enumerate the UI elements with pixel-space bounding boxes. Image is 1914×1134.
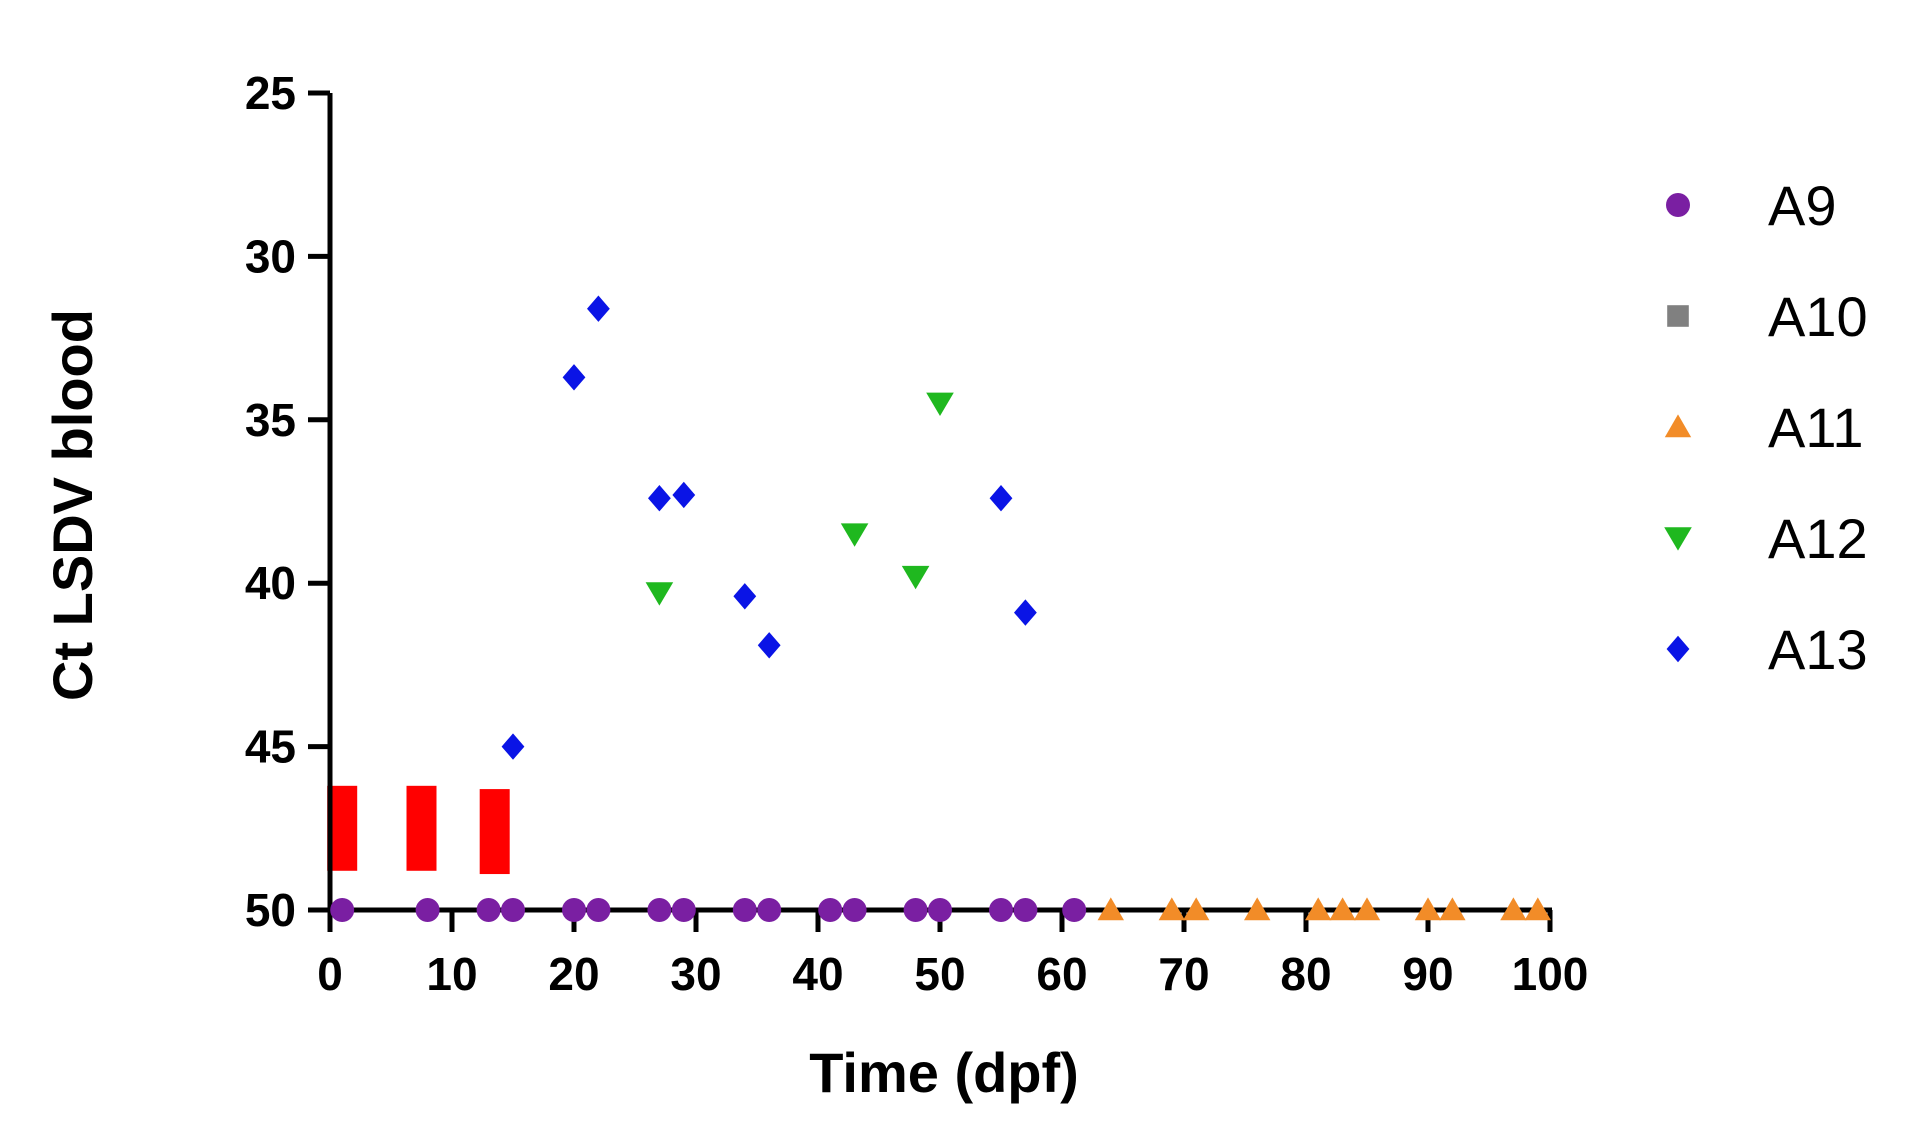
annotation-bar-2 xyxy=(406,785,437,871)
legend-marker xyxy=(1667,305,1689,327)
data-point-A9 xyxy=(476,898,501,922)
legend-label: A9 xyxy=(1768,174,1837,237)
data-point-A9 xyxy=(586,898,611,922)
data-point-A11 xyxy=(1158,897,1185,921)
data-point-A13 xyxy=(672,481,696,509)
x-tick-label: 60 xyxy=(1036,948,1087,1000)
legend-marker xyxy=(1666,635,1690,663)
data-point-A12 xyxy=(840,523,869,547)
data-point-A9 xyxy=(1062,898,1087,922)
x-tick-label: 30 xyxy=(670,948,721,1000)
data-point-A11 xyxy=(1439,897,1466,921)
data-point-A13 xyxy=(562,364,586,391)
series-A9 xyxy=(330,898,1087,922)
data-point-A11 xyxy=(1097,897,1124,921)
series-A12 xyxy=(645,392,954,606)
data-point-A13 xyxy=(1014,599,1037,626)
data-point-A9 xyxy=(903,898,928,922)
x-tick-label: 0 xyxy=(317,948,343,1000)
data-point-A13 xyxy=(587,295,610,322)
data-point-A12 xyxy=(901,565,930,590)
data-point-A11 xyxy=(1183,897,1210,921)
annotation-layer xyxy=(327,785,510,875)
x-tick-label: 20 xyxy=(548,948,599,1000)
data-point-A13 xyxy=(501,733,525,760)
legend-label: A13 xyxy=(1768,618,1868,681)
data-point-A11 xyxy=(1329,897,1356,921)
legend-item-A9: A9 xyxy=(1666,174,1837,237)
y-tick-label: 45 xyxy=(245,721,296,773)
legend-item-A12: A12 xyxy=(1664,507,1868,570)
y-tick-label: 50 xyxy=(245,884,296,936)
data-point-A11 xyxy=(1244,897,1271,921)
data-point-A12 xyxy=(926,392,954,417)
data-point-A9 xyxy=(732,898,757,922)
y-tick-label: 35 xyxy=(245,394,296,446)
data-point-A13 xyxy=(733,583,757,610)
legend-item-A13: A13 xyxy=(1666,618,1868,681)
series-A11 xyxy=(1097,897,1551,921)
x-tick-label: 90 xyxy=(1402,948,1453,1000)
y-tick-label: 30 xyxy=(245,230,296,282)
data-point-A11 xyxy=(1524,897,1551,921)
data-point-A12 xyxy=(645,582,674,606)
y-tick-label: 40 xyxy=(245,557,296,609)
axes: 25 30 35 40 45 50 0 10 20 30 40 50 60 70 80 90 100 xyxy=(245,67,1589,1000)
legend-marker xyxy=(1664,414,1692,438)
y-axis-title: Ct LSDV blood xyxy=(41,309,104,701)
x-tick-label: 10 xyxy=(426,948,477,1000)
data-point-A9 xyxy=(415,898,440,922)
legend-item-A10: A10 xyxy=(1667,285,1868,348)
legend-marker xyxy=(1666,193,1690,217)
data-point-A9 xyxy=(989,898,1013,922)
data-point-A9 xyxy=(330,898,355,922)
data-point-A13 xyxy=(648,485,671,512)
x-tick-label: 70 xyxy=(1158,948,1209,1000)
legend: A9 A10 A11 A12 A13 xyxy=(1664,174,1868,681)
data-point-A11 xyxy=(1305,897,1332,921)
legend-marker xyxy=(1664,527,1692,551)
data-point-A13 xyxy=(757,632,781,659)
x-tick-label: 80 xyxy=(1280,948,1331,1000)
series-A13 xyxy=(501,295,1037,760)
data-point-A9 xyxy=(1013,898,1038,922)
legend-label: A10 xyxy=(1768,285,1868,348)
x-tick-label: 40 xyxy=(792,948,843,1000)
data-point-A11 xyxy=(1414,897,1442,921)
data-point-A13 xyxy=(989,485,1013,512)
legend-item-A11: A11 xyxy=(1664,396,1863,459)
y-tick-label: 25 xyxy=(245,67,296,119)
data-point-A9 xyxy=(842,898,867,922)
data-point-A9 xyxy=(501,898,525,922)
annotation-bar-3 xyxy=(479,789,510,875)
data-point-A9 xyxy=(818,898,843,922)
data-point-A9 xyxy=(928,898,952,922)
x-axis-title: Time (dpf) xyxy=(809,1041,1079,1104)
data-points xyxy=(330,295,1551,922)
data-point-A9 xyxy=(671,898,696,922)
x-tick-label: 100 xyxy=(1512,948,1589,1000)
data-point-A9 xyxy=(562,898,586,922)
data-point-A9 xyxy=(647,898,672,922)
legend-label: A12 xyxy=(1768,507,1868,570)
data-point-A9 xyxy=(757,898,782,922)
data-point-A11 xyxy=(1353,897,1381,921)
legend-label: A11 xyxy=(1768,396,1863,459)
data-point-A11 xyxy=(1500,897,1527,921)
x-tick-label: 50 xyxy=(914,948,965,1000)
